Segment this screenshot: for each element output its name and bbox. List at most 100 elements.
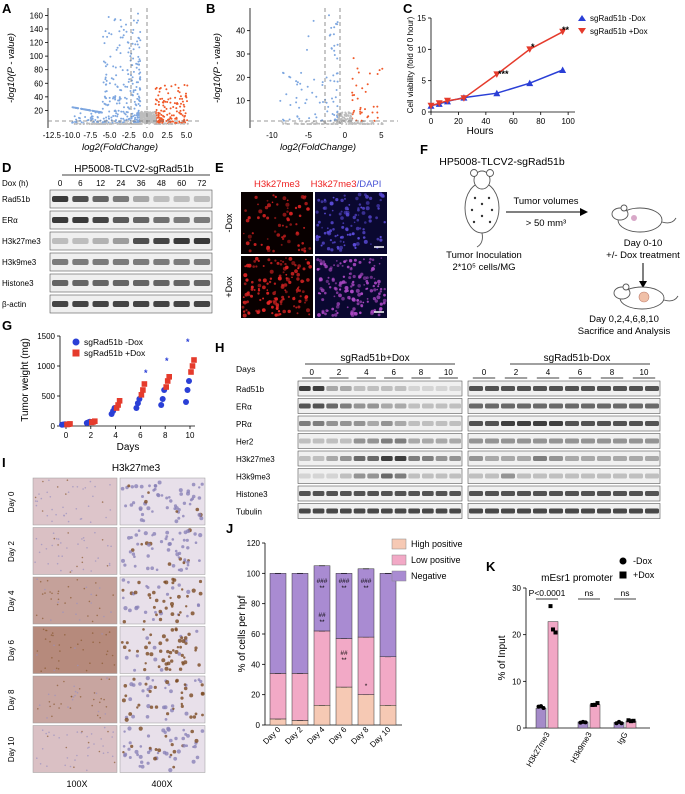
series-marker	[559, 28, 567, 36]
ihc-nucleus	[135, 654, 139, 658]
volcano-point	[135, 118, 138, 121]
cell-nucleus	[333, 264, 335, 266]
panel-g-points	[59, 357, 197, 428]
volcano-point	[102, 81, 105, 84]
ihc-nucleus	[128, 712, 133, 716]
panel-f: F HP5008-TLCV2-sgRad51b Tumor Inoculatio…	[420, 142, 680, 337]
ihc-nucleus	[180, 636, 184, 640]
ytick-label: 80	[251, 600, 260, 609]
cell-nucleus	[303, 247, 306, 250]
volcano-point-ns	[153, 123, 156, 125]
cell-nucleus	[338, 212, 342, 216]
ihc-nucleus-low	[74, 690, 77, 693]
volcano-point	[179, 122, 182, 125]
blot-band	[565, 508, 579, 514]
blot-band	[533, 421, 547, 426]
ihc-nucleus-low	[35, 614, 38, 617]
ihc-nucleus	[186, 614, 189, 618]
data-point	[67, 421, 73, 427]
volcano-point-ns	[153, 111, 156, 114]
volcano-point	[129, 55, 132, 58]
ihc-nucleus	[195, 755, 200, 760]
cell-nucleus	[369, 196, 373, 200]
ihc-nucleus-low	[50, 619, 52, 621]
cell-nucleus	[380, 193, 385, 198]
cell-nucleus	[360, 206, 363, 209]
volcano-point-ns	[349, 114, 352, 117]
blot-row-label: Rad51b	[236, 385, 265, 394]
ihc-nucleus	[183, 686, 188, 691]
ihc-nucleus	[169, 596, 172, 600]
volcano-point	[159, 87, 162, 89]
cell-nucleus	[360, 272, 364, 276]
volcano-point	[104, 30, 107, 33]
volcano-point	[331, 113, 334, 115]
ytick-label: 30	[512, 584, 521, 593]
ihc-nucleus	[173, 756, 178, 761]
ihc-nucleus-low	[45, 629, 47, 632]
panel-g-sig-6: *	[144, 368, 148, 378]
ihc-nucleus	[186, 560, 190, 564]
timepoint-label: 12	[96, 179, 105, 188]
volcano-point	[130, 74, 132, 77]
cell-nucleus	[349, 267, 353, 271]
volcano-point	[96, 121, 99, 123]
blot-band	[367, 403, 379, 409]
blot-band	[597, 508, 611, 514]
ihc-nucleus-low	[34, 500, 37, 502]
ihc-nucleus	[171, 581, 175, 585]
data-point	[590, 702, 595, 707]
cell-nucleus	[280, 243, 283, 246]
volcano-point	[182, 109, 185, 112]
blot-band	[381, 421, 393, 426]
ihc-nucleus	[172, 749, 177, 754]
volcano-point-ns	[139, 122, 142, 125]
cell-nucleus	[294, 264, 297, 267]
cell-nucleus	[303, 249, 307, 253]
ihc-nucleus	[174, 650, 179, 654]
cell-nucleus	[308, 247, 312, 250]
ihc-nucleus-low	[41, 617, 44, 620]
ihc-nucleus	[172, 649, 175, 652]
ihc-nucleus-low	[90, 602, 92, 604]
cell-nucleus	[321, 298, 325, 302]
ihc-nucleus-low	[58, 737, 60, 739]
cell-nucleus	[266, 216, 270, 220]
panel-g-label: G	[2, 318, 12, 333]
volcano-point	[103, 42, 106, 45]
blot-band	[501, 508, 515, 514]
cell-nucleus	[334, 282, 337, 285]
cell-nucleus	[291, 276, 293, 279]
panel-k-bars	[535, 604, 637, 729]
ihc-nucleus-low	[85, 669, 88, 672]
blot-band	[549, 456, 563, 461]
ihc-nucleus-low	[91, 704, 93, 707]
blot-band	[353, 386, 366, 391]
xtick-label: Day 10	[368, 725, 393, 750]
volcano-point	[116, 86, 119, 88]
volcano-point	[331, 123, 334, 125]
ihc-nucleus-low	[60, 542, 62, 544]
volcano-point	[336, 21, 339, 24]
blot-band	[565, 456, 579, 461]
cell-nucleus	[372, 284, 375, 288]
cell-nucleus	[316, 223, 320, 227]
ihc-nucleus	[170, 628, 175, 632]
timepoint-label: 0	[58, 179, 63, 188]
blot-band	[299, 491, 311, 496]
cell-nucleus	[248, 249, 252, 253]
stacked-bar-segment	[269, 673, 287, 720]
ihc-nucleus-low	[101, 662, 104, 665]
ihc-nucleus-low	[57, 544, 59, 546]
blot-band	[517, 386, 531, 391]
blot-band	[485, 473, 499, 479]
timepoint-label: 36	[137, 179, 146, 188]
ihc-nucleus-low	[69, 571, 72, 573]
cell-nucleus	[250, 285, 254, 289]
cell-nucleus	[282, 271, 285, 274]
ihc-nucleus	[181, 545, 185, 549]
volcano-point	[159, 123, 162, 125]
cell-nucleus	[331, 314, 335, 317]
